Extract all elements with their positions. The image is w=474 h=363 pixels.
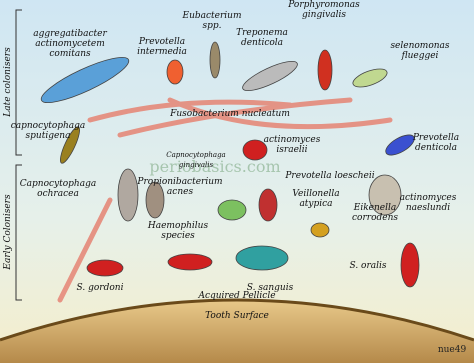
node-label: Eikenella — [353, 203, 396, 213]
node-label: denticola — [241, 38, 283, 48]
node-label: Prevotella — [138, 37, 185, 47]
node-label: S. oralis — [349, 261, 386, 271]
node-label: gingivalis — [179, 161, 214, 169]
node-label: S. gordoni — [77, 283, 124, 293]
node-label: israelii — [276, 145, 307, 155]
node-label: actinomyces — [400, 193, 457, 203]
pellicle — [0, 298, 474, 342]
node-label: Treponema — [236, 28, 288, 38]
brackets — [15, 9, 22, 301]
watermark: periobasics.com — [149, 157, 280, 176]
node-label: Eubacterium — [182, 11, 242, 21]
node-label: Prevotella — [412, 133, 459, 143]
node-label: Capnocytophaga — [20, 179, 96, 189]
node-label: corrodens — [352, 213, 398, 223]
node-label: spp. — [202, 21, 221, 31]
node-label: Capnocytophaga — [166, 151, 225, 159]
node-label: aggregatibacter — [33, 29, 107, 39]
node-label: gingivalis — [302, 10, 346, 20]
bacteria — [40, 41, 420, 288]
node-label: flueggei — [401, 51, 439, 61]
node-label: naeslundi — [406, 203, 450, 213]
node-label: sputigena — [26, 131, 71, 141]
fusobacteria — [57, 97, 393, 303]
node-label: Haemophilus — [147, 221, 209, 231]
node-label: intermedia — [137, 47, 187, 57]
node-label: S. sanguis — [247, 283, 294, 293]
node-label: comitans — [49, 49, 91, 59]
node-label: selenomonas — [390, 41, 449, 51]
node-label: atypica — [299, 199, 332, 209]
node-label: Propionibacterium — [136, 177, 222, 187]
node-label: Tooth Surface — [205, 311, 269, 321]
node-label: capnocytophaga — [11, 121, 86, 131]
node-label: ochracea — [37, 189, 79, 199]
node-label: acnes — [167, 187, 194, 197]
node-label: actinomyces — [264, 135, 321, 145]
node-label: Porphyromonas — [287, 0, 360, 10]
node-label: Veillonella — [292, 189, 339, 199]
node-label: denticola — [415, 143, 457, 153]
node-label: Fusobacterium nucleatum — [169, 109, 290, 119]
tooth — [0, 300, 474, 363]
signature: nue49 — [438, 345, 467, 355]
early-label: Early Colonisers — [3, 194, 13, 271]
late-label: Late colonisers — [3, 47, 13, 118]
node-label: actinomycetem — [35, 39, 105, 49]
node-label: Acquired Pellicle — [197, 291, 275, 301]
node-label: Prevotella loescheii — [284, 171, 374, 181]
node-label: species — [161, 231, 195, 241]
